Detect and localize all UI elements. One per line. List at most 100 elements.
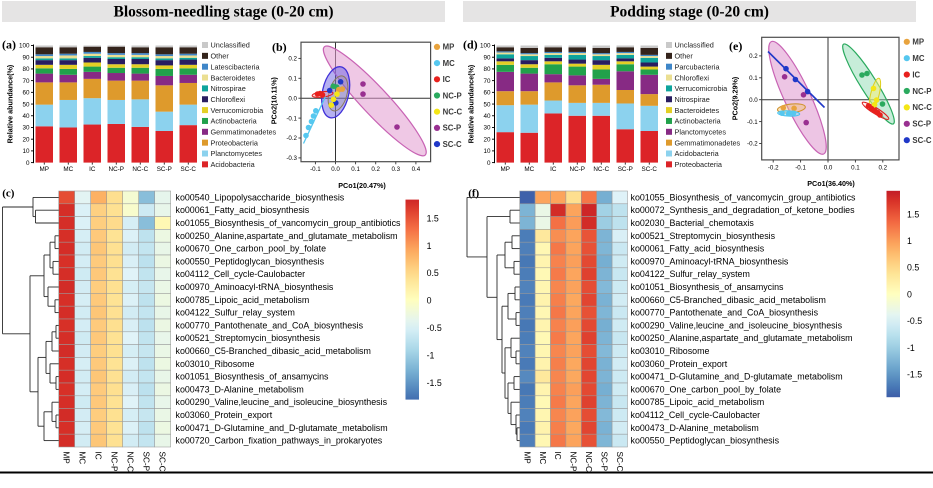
svg-text:ko00061_Fatty_acid_biosynthesi: ko00061_Fatty_acid_biosynthesis: [631, 244, 765, 254]
svg-text:0.0: 0.0: [331, 166, 340, 173]
svg-text:(a): (a): [2, 37, 16, 51]
svg-text:Actinobacteria: Actinobacteria: [675, 117, 722, 126]
svg-text:MC: MC: [78, 452, 87, 465]
svg-text:0.1: 0.1: [288, 76, 297, 83]
svg-text:0.0: 0.0: [288, 95, 297, 102]
svg-text:ko01055_Biosynthesis_of_vancom: ko01055_Biosynthesis_of_vancomycin_group…: [631, 192, 857, 202]
svg-text:(c): (c): [2, 188, 15, 200]
svg-text:MP: MP: [40, 166, 49, 173]
svg-text:ko01051_Biosynthesis_of_ansamy: ko01051_Biosynthesis_of_ansamycins: [631, 282, 785, 292]
svg-text:0.2: 0.2: [878, 164, 887, 171]
svg-text:SC-P: SC-P: [912, 120, 931, 129]
svg-text:1.5: 1.5: [427, 213, 439, 223]
svg-text:MP: MP: [522, 452, 531, 465]
svg-text:80: 80: [483, 66, 491, 73]
svg-text:PCo2(9.29%): PCo2(9.29%): [731, 76, 740, 120]
svg-text:50: 50: [483, 101, 491, 108]
svg-text:(b): (b): [272, 40, 287, 54]
svg-text:-1.5: -1.5: [907, 370, 922, 380]
svg-text:SC-P: SC-P: [142, 452, 151, 472]
svg-text:NC-P: NC-P: [443, 91, 462, 100]
svg-text:IC: IC: [550, 166, 557, 173]
svg-text:-1: -1: [907, 343, 915, 353]
svg-text:1: 1: [427, 241, 432, 251]
svg-text:NC-P: NC-P: [912, 87, 931, 96]
svg-text:SC-C: SC-C: [912, 136, 931, 145]
svg-text:ko00970_Aminoacyl-tRNA_biosynt: ko00970_Aminoacyl-tRNA_biosynthesis: [176, 282, 334, 292]
svg-text:70: 70: [22, 78, 30, 85]
svg-text:100: 100: [480, 43, 491, 50]
svg-text:-0.2: -0.2: [747, 141, 758, 148]
svg-text:ko00471_D-Glutamine_and_D-glut: ko00471_D-Glutamine_and_D-glutamate_meta…: [631, 372, 843, 382]
svg-text:MC: MC: [443, 59, 455, 68]
svg-text:Podding stage (0-20 cm): Podding stage (0-20 cm): [610, 4, 769, 21]
svg-text:ko03010_Ribosome: ko03010_Ribosome: [176, 359, 255, 369]
svg-text:Unclassified: Unclassified: [675, 41, 714, 50]
svg-text:Nitrospirae: Nitrospirae: [211, 84, 246, 93]
svg-text:90: 90: [22, 54, 30, 61]
svg-text:-0.1: -0.1: [747, 119, 758, 126]
svg-text:ko00970_Aminoacyl-tRNA_biosynt: ko00970_Aminoacyl-tRNA_biosynthesis: [631, 256, 789, 266]
svg-text:ko04122_Sulfur_relay_system: ko04122_Sulfur_relay_system: [176, 308, 295, 318]
svg-text:ko03010_Ribosome: ko03010_Ribosome: [631, 346, 710, 356]
svg-text:20: 20: [22, 136, 30, 143]
svg-text:Bacteroidetes: Bacteroidetes: [211, 73, 256, 82]
svg-text:ko03060_Protein_export: ko03060_Protein_export: [631, 359, 728, 369]
svg-text:(d): (d): [463, 37, 478, 51]
svg-text:IC: IC: [553, 452, 562, 460]
svg-text:IC: IC: [912, 70, 920, 79]
svg-text:Actinobacteria: Actinobacteria: [211, 117, 258, 126]
svg-text:Chloroflexi: Chloroflexi: [211, 95, 246, 104]
svg-text:Gemmatimonadetes: Gemmatimonadetes: [211, 128, 277, 137]
svg-text:ko01051_Biosynthesis_of_ansamy: ko01051_Biosynthesis_of_ansamycins: [176, 372, 330, 382]
svg-text:ko00540_Lipopolysaccharide_bio: ko00540_Lipopolysaccharide_biosynthesis: [176, 192, 345, 202]
svg-text:SC-P: SC-P: [443, 124, 462, 133]
svg-text:MP: MP: [912, 38, 924, 47]
svg-text:0: 0: [427, 296, 432, 306]
svg-text:ko04112_Cell_cycle-Caulobacter: ko04112_Cell_cycle-Caulobacter: [176, 269, 306, 279]
svg-text:ko00290_Valine,leucine_and_iso: ko00290_Valine,leucine_and_isoleucine_bi…: [176, 397, 388, 407]
svg-text:ko00072_Synthesis_and_degradat: ko00072_Synthesis_and_degradation_of_ket…: [631, 205, 856, 215]
svg-text:30: 30: [22, 125, 30, 132]
svg-text:Chloroflexi: Chloroflexi: [675, 73, 710, 82]
svg-text:0.5: 0.5: [427, 268, 439, 278]
svg-text:0.5: 0.5: [907, 263, 919, 273]
svg-text:NC-C: NC-C: [443, 108, 463, 117]
svg-text:ko00785_Lipoic_acid_metabolism: ko00785_Lipoic_acid_metabolism: [631, 397, 765, 407]
svg-text:-0.2: -0.2: [286, 135, 297, 142]
svg-text:-0.5: -0.5: [427, 323, 442, 333]
svg-text:0.2: 0.2: [371, 166, 380, 173]
svg-text:Acidobacteria: Acidobacteria: [675, 149, 720, 158]
svg-text:ko00521_Streptomycin_biosynthe: ko00521_Streptomycin_biosynthesis: [176, 333, 321, 343]
svg-text:MP: MP: [501, 166, 510, 173]
svg-text:SC-C: SC-C: [181, 166, 197, 173]
svg-text:ko00473_D-Alanine_metabolism: ko00473_D-Alanine_metabolism: [176, 384, 304, 394]
svg-text:Blossom-needling stage (0-20 c: Blossom-needling stage (0-20 cm): [114, 4, 334, 21]
svg-text:Verrucomicrobia: Verrucomicrobia: [675, 84, 729, 93]
svg-text:NC-C: NC-C: [593, 166, 609, 173]
svg-text:80: 80: [22, 66, 30, 73]
svg-text:NC-P: NC-P: [109, 166, 124, 173]
svg-text:60: 60: [22, 90, 30, 97]
svg-text:Acidobacteria: Acidobacteria: [211, 160, 256, 169]
svg-text:Unclassified: Unclassified: [211, 41, 250, 50]
svg-text:SC-P: SC-P: [618, 166, 633, 173]
svg-text:ko00670_One_carbon_pool_by_fol: ko00670_One_carbon_pool_by_folate: [176, 244, 327, 254]
svg-text:1: 1: [907, 236, 912, 246]
svg-text:SC-P: SC-P: [157, 166, 172, 173]
svg-text:(e): (e): [729, 39, 742, 53]
svg-text:ko00061_Fatty_acid_biosynthesi: ko00061_Fatty_acid_biosynthesis: [176, 205, 310, 215]
svg-text:30: 30: [483, 125, 491, 132]
svg-text:50: 50: [22, 101, 30, 108]
svg-text:0.0: 0.0: [824, 164, 833, 171]
svg-text:Other: Other: [675, 52, 694, 61]
svg-text:ko00785_Lipoic_acid_metabolism: ko00785_Lipoic_acid_metabolism: [176, 295, 310, 305]
svg-text:Relative abundance(%): Relative abundance(%): [6, 64, 15, 143]
svg-text:0.2: 0.2: [749, 53, 758, 60]
svg-text:-0.1: -0.1: [286, 115, 297, 122]
svg-text:ko00550_Peptidoglycan_biosynth: ko00550_Peptidoglycan_biosynthesis: [176, 256, 325, 266]
svg-text:NC-C: NC-C: [584, 452, 593, 473]
svg-text:1.5: 1.5: [907, 209, 919, 219]
svg-text:Nitrospirae: Nitrospirae: [675, 95, 710, 104]
svg-text:10: 10: [22, 148, 30, 155]
